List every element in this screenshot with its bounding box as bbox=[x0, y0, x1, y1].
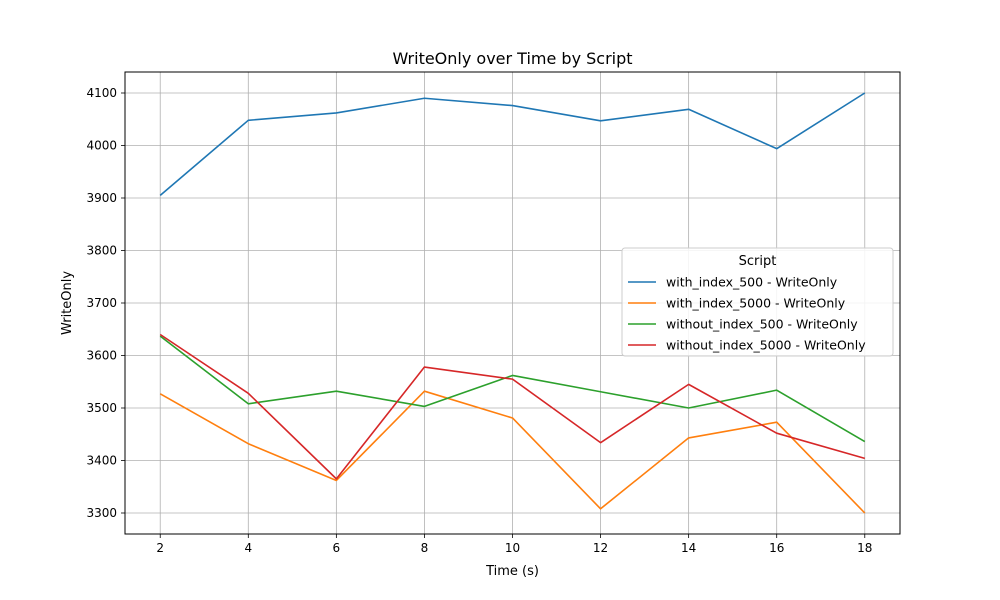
legend-title: Script bbox=[739, 254, 777, 269]
x-tick-label: 10 bbox=[505, 541, 520, 555]
x-tick-label: 2 bbox=[156, 541, 164, 555]
y-tick-label: 3400 bbox=[86, 454, 117, 468]
x-tick-label: 12 bbox=[593, 541, 608, 555]
series-line-1 bbox=[159, 92, 866, 196]
y-tick-label: 3700 bbox=[86, 296, 117, 310]
legend-label: without_index_500 - WriteOnly bbox=[666, 317, 858, 332]
y-axis-label: WriteOnly bbox=[60, 271, 75, 335]
y-tick-label: 3800 bbox=[86, 244, 117, 258]
x-axis: 2 4 6 8 10 12 14 16 18 bbox=[156, 534, 872, 555]
legend-box bbox=[621, 247, 894, 357]
x-tick-label: 4 bbox=[244, 541, 252, 555]
x-tick-label: 8 bbox=[421, 541, 429, 555]
legend-label: without_index_5000 - WriteOnly bbox=[666, 338, 866, 353]
y-tick-label: 4100 bbox=[86, 86, 117, 100]
y-tick-label: 3300 bbox=[86, 506, 117, 520]
y-tick-label: 3900 bbox=[86, 191, 117, 205]
legend-label: with_index_500 - WriteOnly bbox=[666, 275, 838, 290]
y-axis: 3300 3400 3500 3600 3700 3800 3900 4000 4100 bbox=[86, 86, 125, 520]
y-tick-label: 3500 bbox=[86, 401, 117, 415]
chart-title: WriteOnly over Time by Script bbox=[392, 49, 632, 68]
legend: Script with_index_500 - WriteOnly with_in… bbox=[621, 247, 894, 357]
x-tick-label: 18 bbox=[857, 541, 872, 555]
series-line-3 bbox=[159, 335, 866, 443]
series-line-2 bbox=[159, 390, 866, 514]
x-tick-label: 16 bbox=[769, 541, 784, 555]
series-line-4 bbox=[159, 333, 865, 480]
x-axis-label: Time (s) bbox=[485, 564, 539, 579]
x-tick-label: 6 bbox=[333, 541, 341, 555]
series-lines bbox=[159, 92, 866, 514]
x-tick-label: 14 bbox=[681, 541, 696, 555]
y-tick-label: 4000 bbox=[86, 139, 117, 153]
legend-label: with_index_5000 - WriteOnly bbox=[666, 296, 846, 311]
y-tick-label: 3600 bbox=[86, 349, 117, 363]
